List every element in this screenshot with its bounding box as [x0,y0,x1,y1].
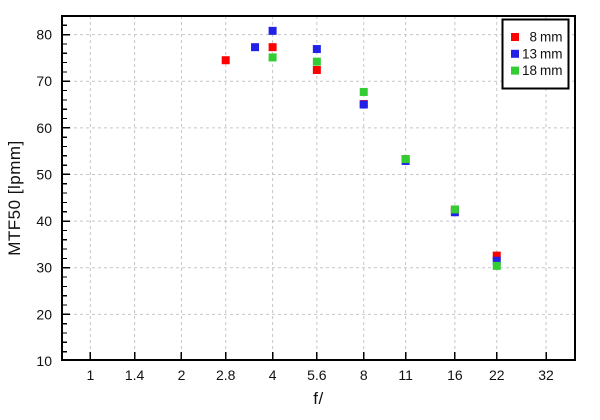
x-axis-label: f/ [313,389,323,408]
marker-13-mm-f5.6 [312,45,321,54]
x-tick-label-4: 4 [269,367,277,383]
y-tick-label-20: 20 [36,306,52,322]
marker-13-mm-f4 [268,26,277,35]
y-axis-label: MTF50 [lpmm] [5,140,24,256]
x-tick-label-2: 2 [178,367,186,383]
marker-18-mm-f5.6 [312,57,321,66]
legend-label-num-18-mm: 18 [522,63,537,78]
marker-13-mm-f22 [492,256,501,265]
marker-13-mm-f8 [359,100,368,109]
x-tick-label-8: 8 [360,367,368,383]
y-tick-label-30: 30 [36,260,52,276]
legend-swatch-8-mm [511,33,519,41]
x-tick-label-32: 32 [538,367,554,383]
legend-label-num-8-mm: 8 [529,30,537,45]
y-tick-label-50: 50 [36,166,52,182]
marker-18-mm-f22 [492,261,501,270]
x-tick-label-1: 1 [86,367,94,383]
y-tick-label-60: 60 [36,120,52,136]
marker-13-mm-f3.5 [251,43,260,52]
x-tick-label-1.4: 1.4 [125,367,145,383]
x-tick-label-2.8: 2.8 [216,367,236,383]
legend-label-unit-8-mm: mm [540,30,563,45]
legend-label-unit-18-mm: mm [540,63,563,78]
y-tick-label-10: 10 [36,353,52,369]
legend-swatch-18-mm [511,66,519,75]
marker-8-mm-f4 [268,43,277,52]
x-tick-label-22: 22 [489,367,505,383]
marker-18-mm-f11 [401,155,410,164]
legend-label-unit-13-mm: mm [540,46,563,61]
marker-18-mm-f8 [359,87,368,96]
series-18-mm [268,53,501,270]
marker-8-mm-f2.8 [221,56,230,65]
axis-ticks [62,24,547,360]
marker-18-mm-f4 [268,53,277,62]
gridlines [62,16,575,360]
x-tick-label-16: 16 [447,367,463,383]
y-tick-label-40: 40 [36,213,52,229]
plot-border [61,15,576,361]
y-tick-label-70: 70 [36,73,52,89]
marker-8-mm-f22 [492,251,501,260]
marker-8-mm-f5.6 [312,66,321,75]
marker-18-mm-f16 [450,205,459,214]
legend-label-num-13-mm: 13 [522,46,537,61]
x-tick-label-11: 11 [398,367,413,383]
y-tick-label-80: 80 [36,27,52,43]
legend-swatch-13-mm [511,49,519,58]
x-tick-label-5.6: 5.6 [307,367,327,383]
